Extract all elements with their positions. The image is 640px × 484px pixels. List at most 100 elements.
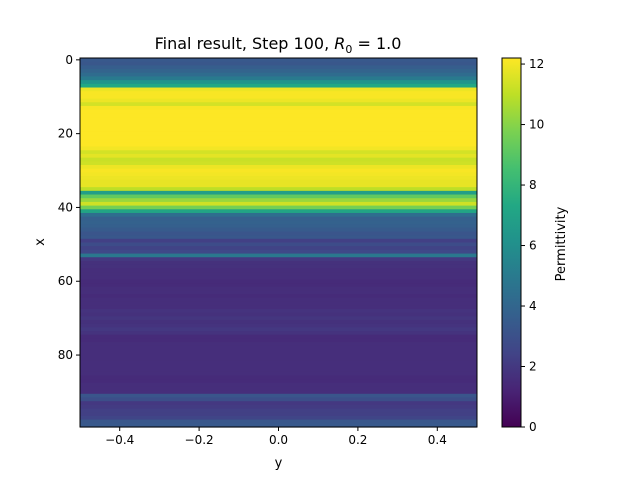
heatmap-row bbox=[80, 419, 477, 424]
heatmap-row bbox=[80, 308, 477, 314]
heatmap-row bbox=[80, 338, 477, 343]
heatmap-row bbox=[80, 76, 477, 81]
heatmap-row bbox=[80, 342, 477, 347]
x-tick-label: 0.0 bbox=[269, 433, 288, 447]
chart-title: Final result, Step 100, R0 = 1.0 bbox=[155, 34, 402, 56]
heatmap-row bbox=[80, 371, 477, 376]
heatmap-row bbox=[80, 198, 477, 203]
heatmap-row bbox=[80, 319, 477, 325]
heatmap-row bbox=[80, 242, 477, 247]
heatmap-row bbox=[80, 382, 477, 388]
heatmap-row bbox=[80, 102, 477, 107]
x-tick-label: −0.2 bbox=[185, 433, 214, 447]
heatmap-row bbox=[80, 87, 477, 92]
heatmap-row bbox=[80, 113, 477, 118]
y-tick-label: 20 bbox=[58, 127, 73, 141]
heatmap-row bbox=[80, 183, 477, 188]
colorbar-tick-label: 2 bbox=[529, 360, 537, 374]
x-tick-label: −0.4 bbox=[105, 433, 134, 447]
y-tick-label: 60 bbox=[58, 274, 73, 288]
heatmap-row bbox=[80, 286, 477, 292]
heatmap-row bbox=[80, 423, 477, 428]
heatmap-row bbox=[80, 165, 477, 170]
colorbar-tick-label: 12 bbox=[529, 57, 544, 71]
heatmap-row bbox=[80, 205, 477, 210]
heatmap-row bbox=[80, 316, 477, 321]
heatmap-row bbox=[80, 238, 477, 244]
heatmap-row bbox=[80, 194, 477, 199]
heatmap-row bbox=[80, 294, 477, 299]
y-axis-label: x bbox=[33, 238, 48, 246]
heatmap-row bbox=[80, 105, 477, 111]
heatmap-row bbox=[80, 235, 477, 240]
colorbar-tick-label: 0 bbox=[529, 420, 537, 434]
heatmap-row bbox=[80, 231, 477, 236]
heatmap-row bbox=[80, 172, 477, 177]
heatmap-row bbox=[80, 157, 477, 162]
heatmap-row bbox=[80, 272, 477, 277]
heatmap-row bbox=[80, 379, 477, 384]
heatmap-row bbox=[80, 168, 477, 173]
heatmap-row bbox=[80, 275, 477, 280]
heatmap-row bbox=[80, 301, 477, 306]
x-tick-label: 0.4 bbox=[428, 433, 447, 447]
heatmap-row bbox=[80, 364, 477, 369]
heatmap-row bbox=[80, 131, 477, 137]
heatmap-row bbox=[80, 367, 477, 373]
heatmap-row bbox=[80, 305, 477, 310]
heatmap-row bbox=[80, 334, 477, 340]
y-axis-ticks: 0 20 40 60 80 bbox=[58, 53, 80, 362]
heatmap-row bbox=[80, 161, 477, 166]
colorbar bbox=[502, 58, 521, 427]
y-tick-label: 80 bbox=[58, 348, 73, 362]
heatmap-row bbox=[80, 91, 477, 96]
heatmap-rows bbox=[80, 58, 477, 428]
heatmap-row bbox=[80, 415, 477, 421]
heatmap-row bbox=[80, 290, 477, 295]
heatmap-row bbox=[80, 117, 477, 122]
heatmap-row bbox=[80, 153, 477, 159]
heatmap-row bbox=[80, 65, 477, 70]
heatmap-row bbox=[80, 331, 477, 336]
heatmap-row bbox=[80, 404, 477, 410]
colorbar-frame bbox=[501, 57, 522, 428]
heatmap-row bbox=[80, 312, 477, 317]
heatmap-row bbox=[80, 124, 477, 129]
heatmap-row bbox=[80, 190, 477, 196]
x-axis-ticks: −0.4 −0.2 0.0 0.2 0.4 bbox=[105, 427, 447, 447]
x-tick-label: 0.2 bbox=[348, 433, 367, 447]
heatmap-row bbox=[80, 128, 477, 133]
heatmap-row bbox=[80, 212, 477, 218]
heatmap-row bbox=[80, 216, 477, 221]
heatmap-row bbox=[80, 283, 477, 288]
x-axis-label: y bbox=[275, 456, 283, 471]
heatmap-row bbox=[80, 323, 477, 328]
y-tick-label: 0 bbox=[65, 53, 73, 67]
heatmap-row bbox=[80, 360, 477, 365]
heatmap-row bbox=[80, 135, 477, 140]
heatmap-row bbox=[80, 246, 477, 251]
heatmap-row bbox=[80, 375, 477, 380]
colorbar-tick-label: 4 bbox=[529, 299, 537, 313]
heatmap-row bbox=[80, 98, 477, 103]
heatmap-row bbox=[80, 356, 477, 362]
heatmap-row bbox=[80, 345, 477, 351]
heatmap-row bbox=[80, 209, 477, 214]
heatmap-row bbox=[80, 69, 477, 74]
heatmap-row bbox=[80, 94, 477, 100]
heatmap-row bbox=[80, 297, 477, 303]
heatmap-row bbox=[80, 408, 477, 413]
heatmap-row bbox=[80, 220, 477, 225]
heatmap-row bbox=[80, 349, 477, 354]
heatmap-row bbox=[80, 327, 477, 332]
heatmap-row bbox=[80, 109, 477, 114]
heatmap-row bbox=[80, 139, 477, 144]
heatmap-row bbox=[80, 80, 477, 85]
heatmap-row bbox=[80, 227, 477, 233]
heatmap-row bbox=[80, 72, 477, 78]
heatmap-row bbox=[80, 397, 477, 402]
heatmap-row bbox=[80, 187, 477, 192]
colorbar-label: Permittivity bbox=[554, 206, 569, 281]
heatmap-row bbox=[80, 257, 477, 262]
